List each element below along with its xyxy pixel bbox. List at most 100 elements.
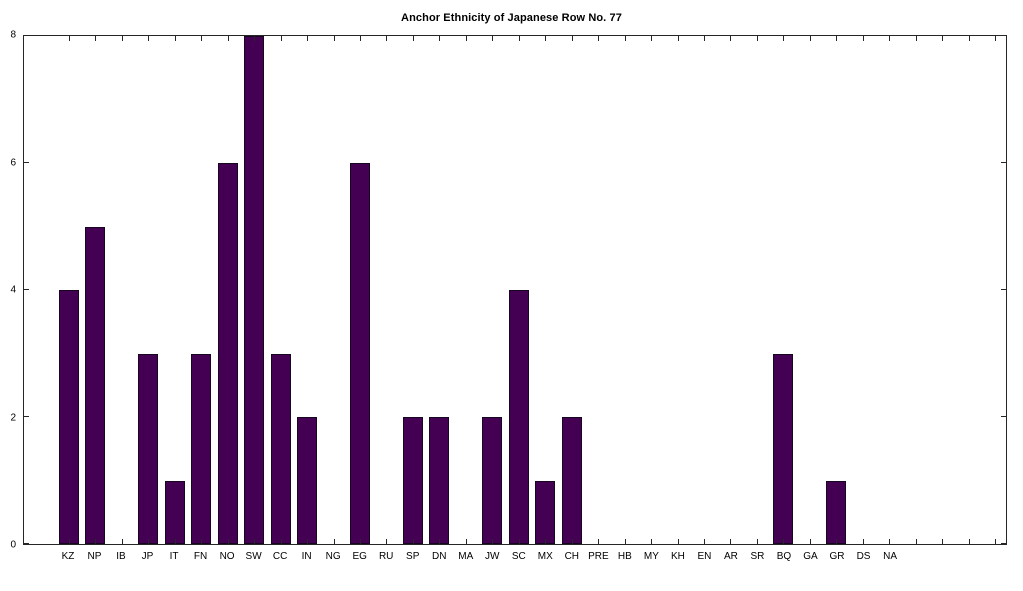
bar-kz (58, 290, 79, 544)
x-tick-label-ch: CH (564, 551, 580, 562)
x-tick-mark-bottom (624, 539, 626, 544)
x-tick-mark-bottom (412, 539, 414, 544)
x-tick-label-jw: JW (485, 551, 500, 562)
x-tick-mark-top (439, 36, 441, 41)
x-tick-mark-bottom (942, 539, 944, 544)
x-tick-label-in: IN (301, 551, 312, 562)
x-tick-label-ga: GA (803, 551, 818, 562)
x-tick-label-dn: DN (431, 551, 447, 562)
plot-area (23, 35, 1007, 545)
x-tick-mark-top (809, 36, 811, 41)
y-tick-mark-right (1001, 543, 1006, 544)
x-tick-mark-bottom (809, 539, 811, 544)
bar-np (85, 226, 106, 544)
x-tick-mark-top (492, 36, 494, 41)
x-tick-mark-bottom (571, 539, 573, 544)
x-tick-label-kh: KH (670, 551, 685, 562)
x-tick-mark-bottom (915, 539, 917, 544)
x-tick-mark-top (148, 36, 150, 41)
x-tick-mark-bottom (174, 539, 176, 544)
x-tick-label-sc: SC (511, 551, 526, 562)
x-tick-label-ar: AR (723, 551, 738, 562)
x-tick-mark-top (730, 36, 732, 41)
x-tick-mark-bottom (148, 539, 150, 544)
x-tick-mark-top (95, 36, 97, 41)
x-tick-mark-top (386, 36, 388, 41)
x-tick-mark-bottom (492, 539, 494, 544)
y-tick-mark-left (24, 289, 29, 290)
x-tick-label-jp: JP (141, 551, 154, 562)
x-tick-label-gr: GR (829, 551, 845, 562)
y-tick-mark-left (24, 35, 29, 36)
bar-bq (773, 353, 794, 544)
x-tick-mark-top (942, 36, 944, 41)
x-tick-label-ma: MA (458, 551, 474, 562)
x-tick-mark-top (307, 36, 309, 41)
x-tick-label-fn: FN (193, 551, 208, 562)
bar-no (217, 163, 238, 544)
y-axis-labels: 0 2 4 6 8 (0, 30, 18, 551)
x-tick-mark-top (227, 36, 229, 41)
bar-ch (561, 417, 582, 544)
x-tick-mark-top (174, 36, 176, 41)
x-tick-mark-bottom (598, 539, 600, 544)
y-tick-mark-right (1001, 162, 1006, 163)
x-tick-mark-bottom (995, 539, 997, 544)
x-tick-mark-bottom (201, 539, 203, 544)
x-tick-mark-bottom (68, 539, 70, 544)
y-tick-mark-left (24, 543, 29, 544)
x-tick-mark-top (995, 36, 997, 41)
x-tick-mark-top (412, 36, 414, 41)
x-tick-label-hb: HB (617, 551, 632, 562)
x-tick-mark-bottom (386, 539, 388, 544)
x-tick-mark-bottom (704, 539, 706, 544)
x-tick-mark-top (624, 36, 626, 41)
x-tick-mark-top (545, 36, 547, 41)
x-tick-label-ib: IB (116, 551, 126, 562)
x-tick-label-bq: BQ (776, 551, 792, 562)
bar-dn (429, 417, 450, 544)
y-tick-mark-left (24, 416, 29, 417)
x-tick-label-it: IT (169, 551, 179, 562)
x-tick-mark-top (571, 36, 573, 41)
x-tick-mark-top (280, 36, 282, 41)
bar-in (296, 417, 318, 544)
x-tick-label-my: MY (643, 551, 659, 562)
x-tick-mark-bottom (121, 539, 123, 544)
bar-sp (402, 417, 423, 544)
x-tick-mark-top (862, 36, 864, 41)
x-tick-mark-bottom (545, 539, 547, 544)
x-tick-mark-top (756, 36, 758, 41)
x-tick-label-sr: SR (750, 551, 765, 562)
x-tick-mark-top (333, 36, 335, 41)
x-tick-mark-top (121, 36, 123, 41)
x-tick-label-sw: SW (245, 551, 262, 562)
y-tick-mark-right (1001, 289, 1006, 290)
y-tick-mark-right (1001, 416, 1006, 417)
bar-sc (508, 290, 529, 544)
bar-gr (826, 480, 847, 544)
x-tick-mark-top (465, 36, 467, 41)
y-tick-label-8: 8 (10, 29, 16, 41)
x-axis-labels: KZ NP IB JP IT FN NO SW CC IN NG EG RU SP DN MA JW SC MX CH… (23, 551, 1007, 565)
x-tick-mark-bottom (889, 539, 891, 544)
x-tick-mark-bottom (465, 539, 467, 544)
y-tick-label-2: 2 (10, 412, 16, 423)
bar-eg (349, 163, 371, 544)
x-tick-mark-top (68, 36, 70, 41)
x-tick-mark-top (201, 36, 203, 41)
bar-mx (535, 480, 556, 544)
x-tick-mark-bottom (651, 539, 653, 544)
x-tick-mark-bottom (862, 539, 864, 544)
x-tick-mark-top (677, 36, 679, 41)
x-tick-label-ng: NG (325, 551, 341, 562)
x-tick-label-kz: KZ (61, 551, 75, 562)
x-tick-mark-bottom (254, 539, 256, 544)
x-tick-mark-top (968, 36, 970, 41)
x-tick-mark-top (704, 36, 706, 41)
x-tick-mark-top (889, 36, 891, 41)
x-tick-mark-bottom (280, 539, 282, 544)
x-tick-label-en: EN (697, 551, 712, 562)
x-tick-mark-top (598, 36, 600, 41)
